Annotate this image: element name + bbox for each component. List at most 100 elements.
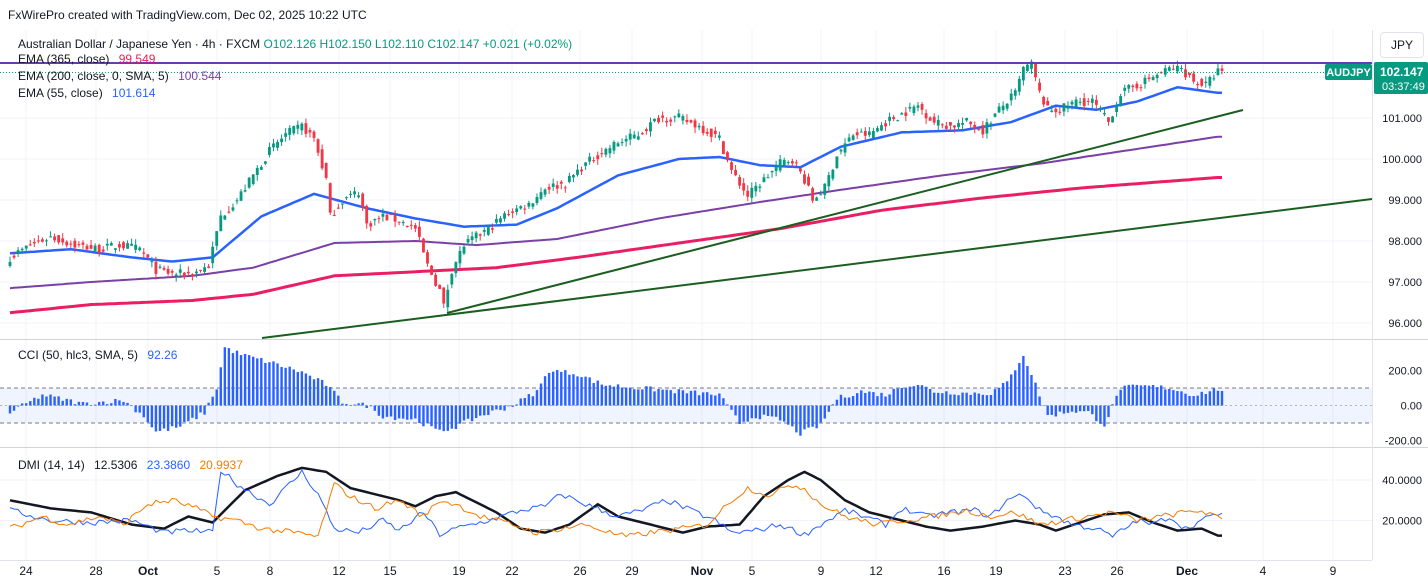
- candle-body: [989, 123, 993, 126]
- ema55-value: 101.614: [112, 86, 156, 100]
- candle-body: [1001, 105, 1005, 111]
- candle-body: [1192, 73, 1196, 82]
- candle-body: [223, 215, 227, 220]
- candle-body: [770, 170, 774, 173]
- cci-bar: [568, 374, 571, 406]
- cci-bar: [470, 405, 474, 422]
- candle-body: [709, 128, 713, 137]
- candle-body: [89, 244, 93, 249]
- candle-body: [401, 222, 405, 224]
- cci-bar: [106, 404, 109, 406]
- candle-body: [178, 269, 182, 273]
- candle-body: [977, 129, 981, 131]
- candle-body: [1208, 77, 1212, 86]
- time-tick-label: 9: [818, 564, 825, 578]
- cci-legend[interactable]: CCI (50, hlc3, SMA, 5) 92.26: [18, 348, 177, 362]
- candle-body: [134, 244, 138, 250]
- candle-body: [563, 187, 567, 189]
- cci-bar: [16, 405, 20, 407]
- cci-bar: [1014, 370, 1017, 406]
- price-badge-bg: [1374, 62, 1428, 94]
- candle-body: [1034, 62, 1037, 78]
- cci-bar: [701, 392, 705, 406]
- candle-body: [973, 124, 977, 129]
- candle-body: [1163, 68, 1167, 75]
- cci-bar: [110, 403, 113, 406]
- candle-body: [422, 238, 425, 253]
- cci-bar: [758, 405, 762, 420]
- trendline-upper[interactable]: [446, 109, 1244, 314]
- cci-bar: [993, 389, 997, 406]
- candle-body: [381, 213, 385, 217]
- cci-bar: [93, 404, 97, 406]
- candle-body: [766, 177, 770, 179]
- cci-bar: [1135, 384, 1139, 406]
- candle-body: [936, 119, 940, 126]
- cci-bar: [479, 405, 482, 416]
- cci-bar: [1107, 405, 1110, 418]
- candle-body: [1042, 96, 1046, 105]
- cci-bar: [114, 398, 117, 406]
- cci-bar: [1164, 389, 1167, 406]
- cci-bar: [426, 405, 429, 424]
- candle-body: [523, 208, 527, 210]
- cci-bar: [560, 371, 563, 406]
- cci-bar: [843, 397, 847, 406]
- candle-body: [434, 274, 438, 286]
- ema365-legend[interactable]: EMA (365, close) 99.549: [18, 52, 155, 66]
- price-axis[interactable]: 102.000101.000100.00099.00098.00097.0009…: [1382, 72, 1422, 528]
- candle-body: [1013, 90, 1017, 96]
- candle-body: [268, 146, 271, 155]
- time-axis[interactable]: 24 28 Oct 5 8 12 15 19 22 26 29 Nov 5 9 12 16 19 23 26 Dec 4…: [19, 564, 1336, 578]
- candle-body: [644, 129, 648, 132]
- cci-bar: [916, 384, 920, 406]
- currency-button[interactable]: JPY: [1380, 32, 1424, 58]
- trendline-lower[interactable]: [261, 198, 1373, 339]
- cci-bar: [900, 387, 903, 406]
- cci-bar: [1082, 405, 1086, 412]
- cci-bar: [827, 405, 831, 412]
- candle-body: [454, 262, 458, 274]
- cci-bar: [174, 405, 178, 428]
- cci-bar: [393, 405, 397, 421]
- dmi-legend[interactable]: DMI (14, 14) 12.5306 23.3860 20.9937: [18, 458, 243, 472]
- trendlines[interactable]: [0, 62, 1373, 339]
- candle-body: [239, 191, 243, 201]
- candle-body: [12, 255, 16, 258]
- candle-body: [349, 193, 352, 195]
- cci-bar: [608, 385, 612, 406]
- cci-bar: [1220, 390, 1224, 406]
- ema55-legend[interactable]: EMA (55, close) 101.614: [18, 86, 155, 100]
- cci-bar: [304, 373, 308, 406]
- candle-body: [576, 169, 579, 175]
- cci-bar: [345, 404, 348, 406]
- cci-bar: [1099, 405, 1102, 424]
- credit-line: FxWirePro created with TradingView.com, …: [8, 8, 367, 22]
- candle-body: [462, 246, 466, 254]
- candle-body: [57, 235, 61, 243]
- cci-bar: [333, 390, 336, 406]
- candle-body: [799, 168, 802, 172]
- cci-bar: [515, 404, 518, 406]
- cci-bar: [547, 372, 551, 406]
- cci-bar: [422, 405, 425, 427]
- cci-bar: [714, 395, 717, 406]
- cci-bar: [434, 405, 437, 429]
- candle-body: [912, 106, 916, 113]
- cci-bar: [1078, 405, 1082, 412]
- cci-bar: [645, 386, 648, 406]
- symbol-legend[interactable]: Australian Dollar / Japanese Yen · 4h · …: [18, 37, 572, 51]
- cci-bar: [580, 377, 583, 406]
- cci-bar: [628, 387, 632, 406]
- ema200-legend[interactable]: EMA (200, close, 0, SMA, 5) 100.544: [18, 69, 221, 83]
- cci-bar: [341, 403, 344, 406]
- cci-bar: [888, 394, 891, 406]
- cci-bar: [847, 397, 851, 406]
- candle-body: [948, 122, 952, 126]
- candle-body: [1147, 77, 1151, 80]
- candle-body: [616, 143, 620, 147]
- candle-body: [109, 243, 113, 246]
- candle-body: [1086, 100, 1090, 102]
- cci-bar: [227, 348, 231, 406]
